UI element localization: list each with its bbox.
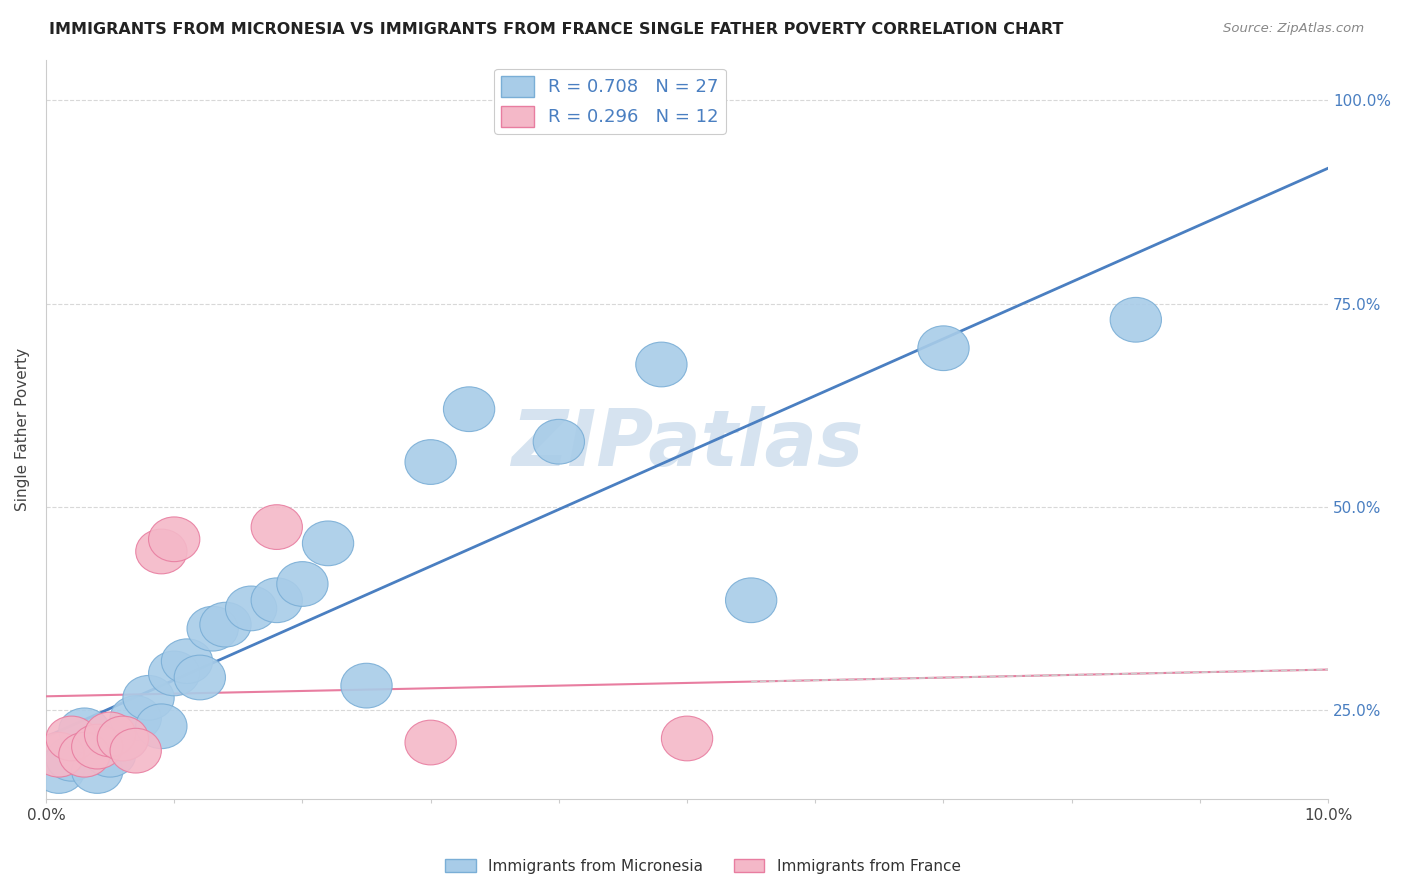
Ellipse shape: [1111, 297, 1161, 343]
Ellipse shape: [46, 737, 97, 781]
Ellipse shape: [72, 724, 122, 769]
Ellipse shape: [443, 387, 495, 432]
Ellipse shape: [302, 521, 354, 566]
Ellipse shape: [46, 716, 97, 761]
Y-axis label: Single Father Poverty: Single Father Poverty: [15, 348, 30, 511]
Text: ZIPatlas: ZIPatlas: [510, 407, 863, 483]
Ellipse shape: [340, 664, 392, 708]
Ellipse shape: [84, 732, 136, 777]
Legend: Immigrants from Micronesia, Immigrants from France: Immigrants from Micronesia, Immigrants f…: [439, 853, 967, 880]
Ellipse shape: [252, 578, 302, 623]
Ellipse shape: [97, 716, 149, 761]
Ellipse shape: [725, 578, 776, 623]
Ellipse shape: [110, 728, 162, 773]
Ellipse shape: [72, 748, 122, 793]
Ellipse shape: [405, 720, 457, 765]
Ellipse shape: [252, 505, 302, 549]
Ellipse shape: [59, 732, 110, 777]
Ellipse shape: [34, 748, 84, 793]
Ellipse shape: [34, 732, 84, 777]
Ellipse shape: [136, 704, 187, 748]
Ellipse shape: [277, 562, 328, 607]
Text: IMMIGRANTS FROM MICRONESIA VS IMMIGRANTS FROM FRANCE SINGLE FATHER POVERTY CORRE: IMMIGRANTS FROM MICRONESIA VS IMMIGRANTS…: [49, 22, 1063, 37]
Ellipse shape: [84, 712, 136, 756]
Ellipse shape: [918, 326, 969, 370]
Ellipse shape: [174, 655, 225, 700]
Ellipse shape: [110, 696, 162, 740]
Ellipse shape: [149, 517, 200, 562]
Ellipse shape: [636, 343, 688, 387]
Ellipse shape: [200, 602, 252, 647]
Legend: R = 0.708   N = 27, R = 0.296   N = 12: R = 0.708 N = 27, R = 0.296 N = 12: [494, 69, 725, 134]
Text: Source: ZipAtlas.com: Source: ZipAtlas.com: [1223, 22, 1364, 36]
Ellipse shape: [533, 419, 585, 464]
Ellipse shape: [59, 732, 110, 777]
Ellipse shape: [225, 586, 277, 631]
Ellipse shape: [405, 440, 457, 484]
Ellipse shape: [149, 651, 200, 696]
Ellipse shape: [59, 708, 110, 753]
Ellipse shape: [187, 607, 238, 651]
Ellipse shape: [97, 716, 149, 761]
Ellipse shape: [162, 639, 212, 683]
Ellipse shape: [661, 716, 713, 761]
Ellipse shape: [122, 675, 174, 720]
Ellipse shape: [136, 529, 187, 574]
